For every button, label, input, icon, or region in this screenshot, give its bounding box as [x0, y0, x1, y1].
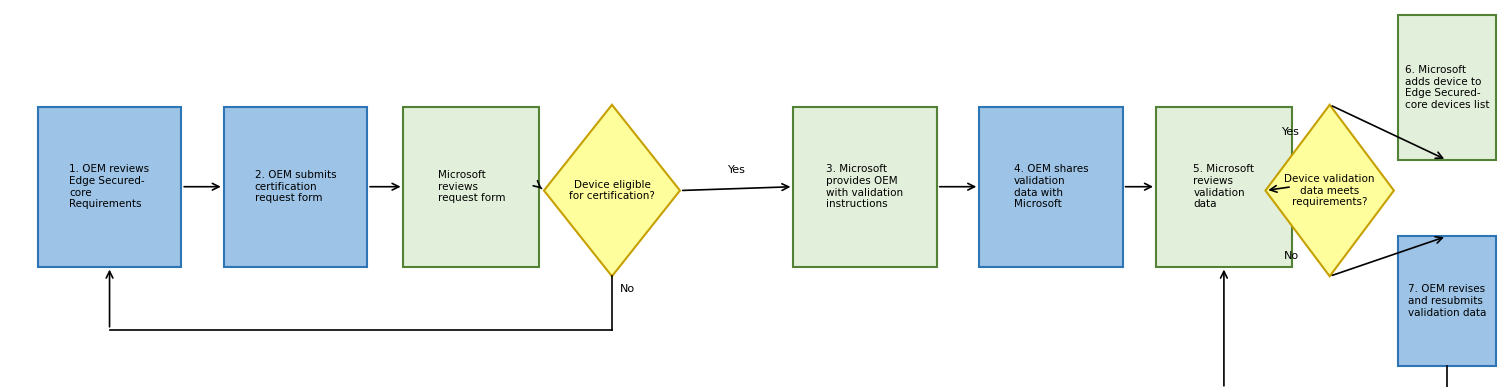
Polygon shape — [544, 105, 680, 276]
Text: 6. Microsoft
adds device to
Edge Secured-
core devices list: 6. Microsoft adds device to Edge Secured… — [1405, 65, 1488, 110]
Text: 1. OEM reviews
Edge Secured-
core
Requirements: 1. OEM reviews Edge Secured- core Requir… — [70, 164, 150, 209]
Text: Yes: Yes — [1281, 127, 1299, 137]
FancyBboxPatch shape — [403, 107, 539, 267]
FancyBboxPatch shape — [793, 107, 937, 267]
Text: Device validation
data meets
requirements?: Device validation data meets requirement… — [1284, 174, 1375, 207]
Text: 3. Microsoft
provides OEM
with validation
instructions: 3. Microsoft provides OEM with validatio… — [827, 164, 904, 209]
Text: No: No — [1284, 251, 1299, 261]
Polygon shape — [1266, 105, 1393, 276]
Text: 4. OEM shares
validation
data with
Microsoft: 4. OEM shares validation data with Micro… — [1014, 164, 1088, 209]
Text: 5. Microsoft
reviews
validation
data: 5. Microsoft reviews validation data — [1194, 164, 1254, 209]
FancyBboxPatch shape — [1398, 15, 1496, 160]
Text: Yes: Yes — [728, 165, 745, 175]
Text: 7. OEM revises
and resubmits
validation data: 7. OEM revises and resubmits validation … — [1408, 284, 1485, 318]
Text: Device eligible
for certification?: Device eligible for certification? — [570, 180, 654, 201]
Text: Microsoft
reviews
request form: Microsoft reviews request form — [438, 170, 505, 203]
Text: 2. OEM submits
certification
request form: 2. OEM submits certification request for… — [254, 170, 337, 203]
Text: No: No — [620, 284, 635, 294]
FancyBboxPatch shape — [1156, 107, 1292, 267]
FancyBboxPatch shape — [1398, 236, 1496, 366]
FancyBboxPatch shape — [38, 107, 181, 267]
FancyBboxPatch shape — [224, 107, 367, 267]
FancyBboxPatch shape — [979, 107, 1123, 267]
